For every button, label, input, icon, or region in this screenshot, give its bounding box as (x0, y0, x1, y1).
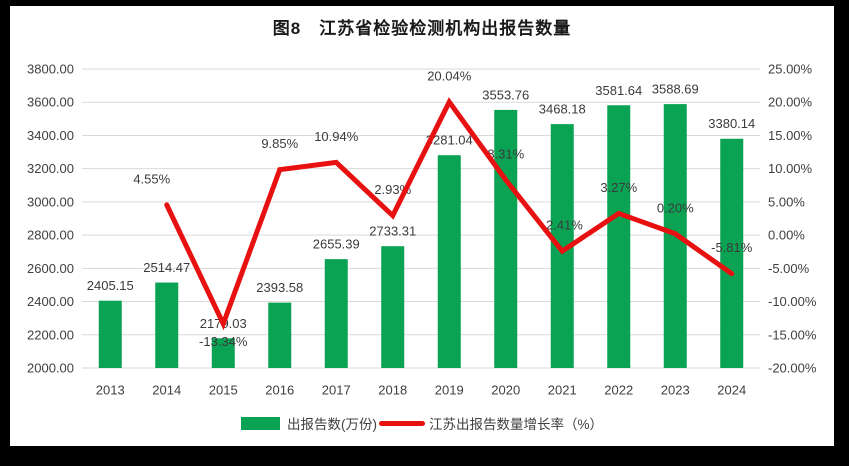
right-axis-tick-label: 20.00% (768, 95, 813, 110)
growth-rate-label: -13.34% (199, 334, 248, 349)
growth-rate-label: 3.27% (600, 180, 637, 195)
x-axis-label: 2023 (661, 383, 690, 398)
right-axis-tick-label: -10.00% (768, 294, 817, 309)
bar-value-label: 2733.31 (369, 224, 416, 239)
legend-item-line: 江苏出报告数量增长率（%） (377, 413, 603, 433)
legend-item-bars: 出报告数(万份) (240, 413, 377, 433)
growth-rate-label: -2.41% (542, 218, 584, 233)
right-axis-tick-label: 15.00% (768, 128, 813, 143)
bar-value-label: 3281.04 (426, 133, 473, 148)
x-axis-label: 2019 (435, 383, 464, 398)
left-axis-tick-label: 2200.00 (27, 327, 74, 342)
growth-rate-label: 4.55% (133, 171, 170, 186)
left-axis-tick-label: 3600.00 (27, 95, 74, 110)
left-axis-tick-label: 2400.00 (27, 294, 74, 309)
x-axis-label: 2017 (322, 383, 351, 398)
bar-value-label: 3380.14 (708, 116, 755, 131)
growth-rate-label: 8.31% (487, 146, 524, 161)
right-axis-tick-label: -20.00% (768, 361, 817, 376)
bar (720, 138, 744, 368)
bar (98, 300, 122, 368)
x-axis-label: 2021 (548, 383, 577, 398)
right-axis-tick-label: 5.00% (768, 194, 805, 209)
growth-rate-label: 20.04% (427, 68, 472, 83)
legend: 出报告数(万份) 江苏出报告数量增长率（%） (10, 413, 834, 433)
bar-value-label: 2405.15 (87, 278, 134, 293)
left-axis-tick-label: 2000.00 (27, 361, 74, 376)
left-axis-tick-label: 3800.00 (27, 62, 74, 77)
left-axis-tick-label: 3200.00 (27, 161, 74, 176)
bar-value-label: 3468.18 (539, 102, 586, 117)
bar (381, 246, 405, 368)
x-axis-label: 2014 (152, 383, 181, 398)
growth-rate-label: -5.81% (711, 240, 753, 255)
left-axis-tick-label: 3400.00 (27, 128, 74, 143)
right-axis-tick-label: 0.00% (768, 228, 805, 243)
right-axis-tick-label: -5.00% (768, 261, 810, 276)
right-axis-tick-label: 25.00% (768, 62, 813, 77)
x-axis-label: 2022 (604, 383, 633, 398)
left-axis-tick-label: 3000.00 (27, 194, 74, 209)
right-axis-tick-label: 10.00% (768, 161, 813, 176)
chart-panel: 3800.00 3600.00 3400.00 3200.00 3000.00 2800.… (10, 6, 834, 446)
bar-value-label: 2514.47 (143, 260, 190, 275)
legend-line-label: 江苏出报告数量增长率（%） (428, 417, 603, 432)
growth-rate-label: 10.94% (314, 129, 359, 144)
bar (268, 302, 292, 368)
bar (324, 259, 348, 368)
line-series-swatch (378, 420, 425, 426)
chart-title: 图8 江苏省检验检测机构出报告数量 (272, 19, 572, 38)
bar-series-swatch (240, 416, 280, 430)
bar-value-label: 3553.76 (482, 87, 529, 102)
bar (607, 105, 631, 368)
left-axis-tick-label: 2800.00 (27, 228, 74, 243)
x-axis-label: 2015 (209, 383, 238, 398)
bar (550, 124, 574, 368)
bar-value-label: 3588.69 (652, 82, 699, 97)
growth-rate-label: 9.85% (261, 136, 298, 151)
bar-value-label: 2393.58 (256, 280, 303, 295)
bar (437, 155, 461, 368)
growth-rate-line (164, 97, 735, 331)
x-axis-label: 2024 (717, 383, 746, 398)
bar (211, 338, 235, 368)
growth-rate-label: 0.20% (657, 200, 694, 215)
x-axis-label: 2016 (265, 383, 294, 398)
combo-chart: 3800.00 3600.00 3400.00 3200.00 3000.00 2800.… (27, 62, 817, 398)
legend-bar-label: 出报告数(万份) (286, 417, 377, 432)
right-axis-tick-label: -15.00% (768, 327, 817, 342)
x-axis-label: 2020 (491, 383, 520, 398)
bar-value-label: 2655.39 (313, 237, 360, 252)
x-axis-label: 2018 (378, 383, 407, 398)
bar-value-label: 3581.64 (595, 83, 642, 98)
bar (155, 282, 179, 368)
left-axis-tick-label: 2600.00 (27, 261, 74, 276)
x-axis-label: 2013 (96, 383, 125, 398)
